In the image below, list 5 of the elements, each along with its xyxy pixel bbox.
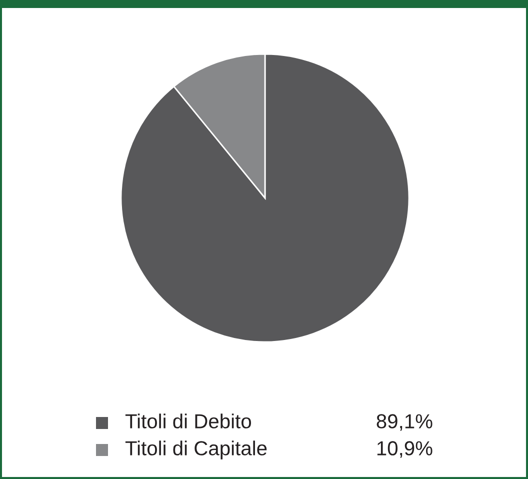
legend-label: Titoli di Capitale [125,440,267,460]
legend-label: Titoli di Debito [125,414,251,428]
data-label: 10,9% [377,441,432,458]
data-label: 89,1% [376,414,432,431]
pie-slice [120,53,410,343]
